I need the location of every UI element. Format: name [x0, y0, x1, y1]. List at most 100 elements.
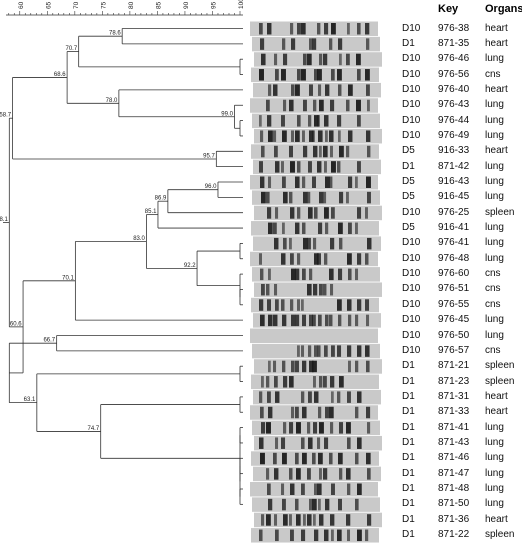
gel-band — [357, 69, 361, 81]
isolate-key-label: 871-21 — [438, 360, 470, 372]
isolate-key-label: 871-47 — [438, 467, 470, 479]
gel-band — [331, 23, 336, 35]
gel-band — [303, 53, 307, 66]
gel-band — [281, 483, 285, 495]
gel-band — [268, 84, 272, 96]
gel-band — [308, 207, 313, 219]
isolate-organ-label: lung — [485, 99, 504, 111]
isolate-day-label: D10 — [402, 268, 421, 280]
gel-band — [348, 130, 353, 142]
gel-band — [275, 391, 280, 403]
gel-band — [275, 437, 279, 449]
gel-band — [268, 130, 273, 142]
gel-band — [303, 191, 308, 204]
gel-band — [331, 161, 336, 173]
gel-band — [266, 514, 271, 526]
isolate-day-label: D5 — [402, 222, 415, 234]
gel-band — [329, 406, 334, 419]
isolate-day-label: D1 — [402, 360, 415, 372]
gel-band — [325, 222, 329, 235]
isolate-day-label: D5 — [402, 191, 415, 203]
isolate-key-label: 871-33 — [438, 406, 470, 418]
gel-band — [308, 437, 313, 449]
gel-band — [309, 360, 314, 373]
isolate-key-label: 871-23 — [438, 375, 470, 387]
isolate-key-label: 871-36 — [438, 513, 470, 525]
gel-band — [289, 468, 293, 480]
gel-band — [274, 376, 278, 388]
gel-band — [317, 161, 322, 173]
gel-band — [307, 468, 311, 480]
gel-band — [347, 299, 352, 311]
gel-band — [297, 161, 301, 173]
gel-band — [338, 84, 342, 96]
gel-band — [318, 406, 322, 419]
gel-band — [346, 99, 350, 112]
gel-band — [282, 130, 287, 142]
gel-band — [301, 69, 306, 81]
gel-band — [324, 115, 329, 127]
gel-band — [295, 314, 300, 327]
node-similarity-label: 58.1 — [0, 217, 8, 223]
isolate-key-label: 916-41 — [438, 222, 470, 234]
isolate-key-label: 871-46 — [438, 452, 470, 464]
gel-band — [266, 376, 270, 388]
gel-band — [275, 69, 279, 81]
gel-band — [295, 268, 300, 281]
gel-band — [347, 529, 351, 542]
isolate-organ-label: lung — [485, 329, 504, 341]
node-similarity-label: 96.0 — [205, 184, 217, 190]
gel-band — [357, 299, 362, 311]
isolate-organ-label: heart — [485, 406, 508, 418]
gel-band — [260, 406, 264, 419]
gel-band — [261, 376, 264, 388]
isolate-organ-label: lung — [485, 222, 504, 234]
isolate-day-label: D1 — [402, 37, 415, 49]
gel-band — [339, 468, 343, 480]
isolate-organ-label: lung — [485, 483, 504, 494]
gel-band — [289, 99, 294, 112]
gel-band — [317, 345, 321, 357]
gel-band — [301, 345, 305, 357]
gel-band — [302, 406, 307, 419]
gel-band — [357, 115, 361, 127]
gel-band — [281, 253, 286, 265]
gel-band — [301, 529, 306, 542]
gel-lane — [254, 205, 382, 221]
gel-band — [301, 437, 305, 449]
gel-band — [367, 191, 371, 204]
isolate-day-label: D5 — [402, 145, 415, 157]
gel-band — [314, 115, 319, 127]
gel-band — [259, 299, 264, 311]
gel-band — [282, 452, 287, 465]
gel-band — [337, 69, 342, 81]
gel-band — [357, 391, 362, 403]
isolate-organ-label: lung — [485, 176, 504, 187]
gel-band — [309, 130, 314, 142]
gel-band — [348, 360, 351, 373]
gel-band — [274, 145, 278, 158]
gel-band — [323, 145, 328, 158]
dendrogram-tree: 78.6 70.7 99.0 78.0 68.6 95.7 58.7 96.0 86.9 85.1… — [0, 28, 243, 505]
gel-band — [324, 161, 327, 173]
gel-band — [297, 207, 301, 219]
gel-band — [281, 69, 286, 81]
gel-band — [367, 468, 371, 480]
isolate-key-label: 976-57 — [438, 344, 470, 356]
gel-band — [309, 268, 313, 281]
gel-band — [319, 514, 324, 526]
isolate-day-label: D10 — [402, 283, 421, 295]
gel-band — [282, 314, 287, 327]
isolate-organ-label: cns — [485, 283, 501, 295]
gel-band — [295, 452, 299, 465]
gel-band — [357, 207, 362, 219]
isolate-key-label: 871-41 — [438, 421, 470, 433]
scale-tick-label: 80 — [128, 1, 135, 9]
gel-band — [289, 191, 293, 204]
gel-band — [318, 314, 322, 327]
gel-band — [325, 406, 329, 419]
isolate-organ-label: spleen — [485, 529, 515, 541]
gel-band — [319, 53, 323, 66]
gel-band — [273, 130, 277, 142]
gel-band — [295, 222, 300, 235]
